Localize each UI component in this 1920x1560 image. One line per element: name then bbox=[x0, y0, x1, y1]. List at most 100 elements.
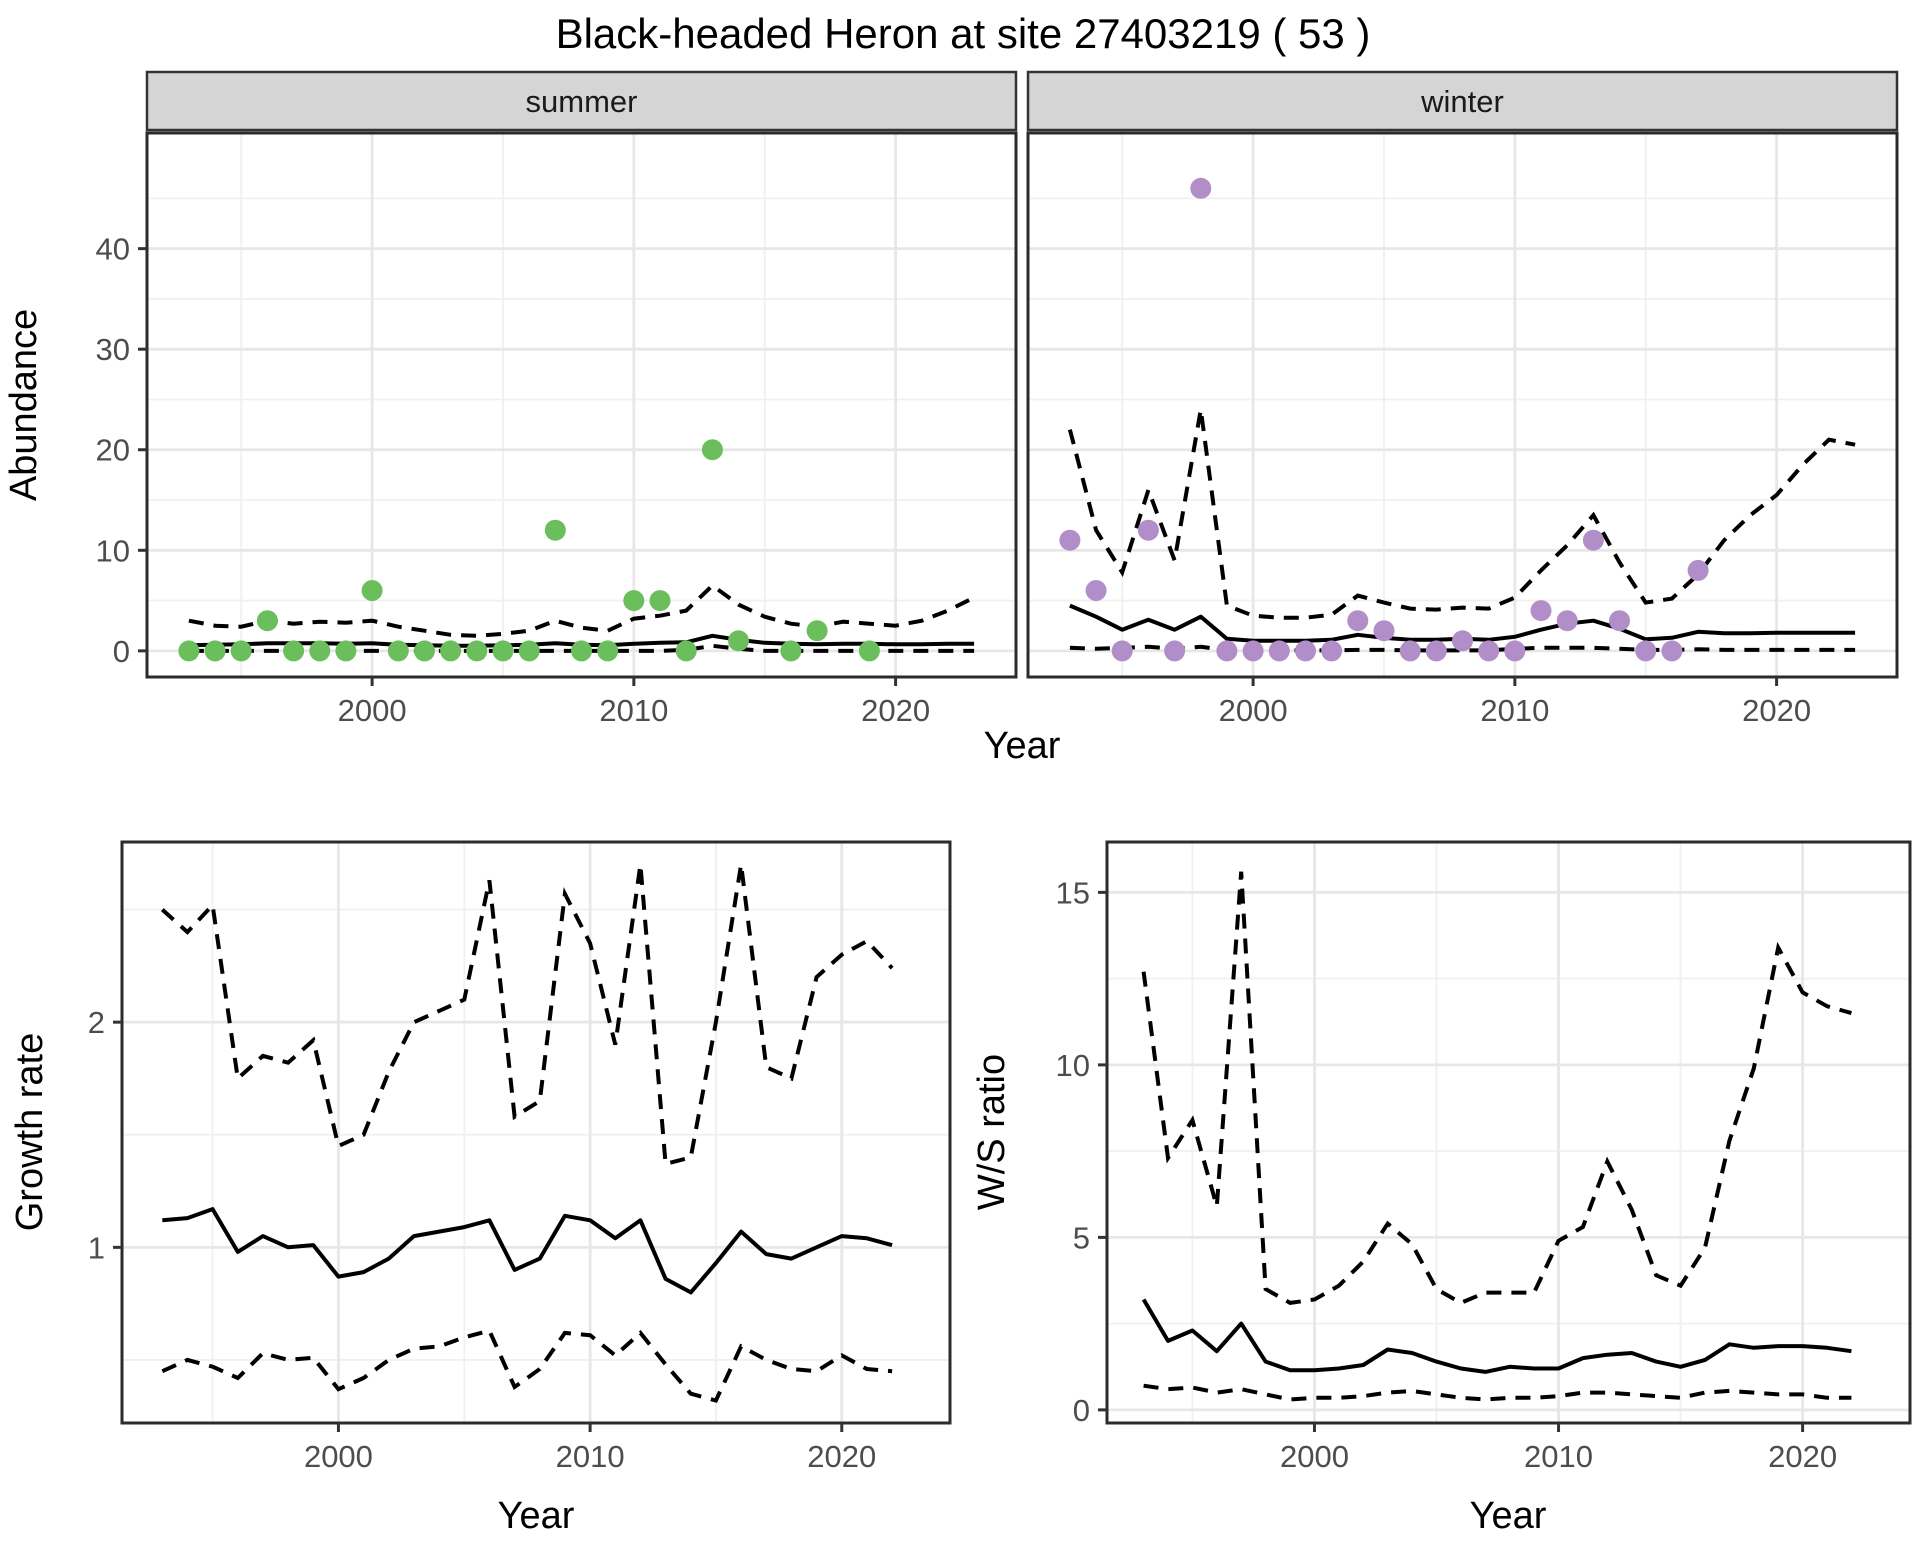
observation-point bbox=[1582, 529, 1604, 551]
x-tick-label: 2020 bbox=[807, 1439, 876, 1474]
ci-lower-line bbox=[1069, 644, 1856, 653]
observation-point bbox=[230, 640, 252, 662]
winter-panel: 2000 2010 2020 winter bbox=[1026, 70, 1899, 728]
panel-background bbox=[122, 842, 950, 1423]
facet-strip-label: winter bbox=[1420, 84, 1504, 119]
observation-point bbox=[1268, 640, 1290, 662]
ci-lower-line bbox=[1143, 1383, 1852, 1402]
observation-point bbox=[1687, 559, 1709, 581]
x-tick-label: 2000 bbox=[1219, 693, 1288, 728]
median-line bbox=[1141, 1298, 1852, 1374]
y-tick-label: 0 bbox=[1073, 1393, 1090, 1428]
observation-point bbox=[440, 640, 462, 662]
observation-point bbox=[597, 640, 619, 662]
observation-point bbox=[1059, 529, 1081, 551]
ws-ratio-axis-title: W/S ratio bbox=[971, 1054, 1013, 1210]
observation-point bbox=[1216, 640, 1238, 662]
observation-point bbox=[492, 640, 514, 662]
ci-upper-line bbox=[188, 582, 975, 638]
ci-upper-line bbox=[1141, 871, 1852, 1306]
observation-point bbox=[1530, 600, 1552, 622]
y-tick-label: 15 bbox=[1056, 875, 1090, 910]
observation-point bbox=[466, 640, 488, 662]
growth-rate-axis-title: Growth rate bbox=[9, 1033, 51, 1232]
observation-point bbox=[1085, 580, 1107, 601]
panel-border bbox=[1026, 131, 1899, 679]
median-line bbox=[162, 1207, 893, 1295]
y-tick-label: 40 bbox=[96, 232, 130, 267]
x-tick-label: 2020 bbox=[1742, 693, 1811, 728]
observation-point bbox=[1504, 640, 1526, 662]
panel-border bbox=[1105, 840, 1912, 1425]
x-tick-label: 2010 bbox=[556, 1439, 625, 1474]
ws-ratio-panel: 2000 2010 2020 0 5 10 15 bbox=[1056, 840, 1912, 1474]
panel-border bbox=[145, 131, 1018, 679]
observation-point bbox=[1164, 640, 1186, 662]
observation-point bbox=[1635, 640, 1657, 662]
y-tick-label: 2 bbox=[88, 1005, 105, 1040]
x-tick-label: 2020 bbox=[1768, 1439, 1837, 1474]
figure-title: Black-headed Heron at site 27403219 ( 53… bbox=[556, 10, 1371, 57]
y-tick-label: 10 bbox=[96, 533, 130, 568]
abundance-axis-title: Abundance bbox=[3, 309, 45, 501]
observation-point bbox=[1242, 640, 1264, 662]
panel-background bbox=[1107, 842, 1910, 1423]
panel-background bbox=[147, 133, 1016, 677]
y-tick-label: 0 bbox=[113, 634, 130, 669]
observation-point bbox=[1373, 620, 1395, 642]
observation-point bbox=[361, 580, 383, 601]
year-axis-title-growth: Year bbox=[498, 1495, 575, 1537]
year-axis-title-ws: Year bbox=[1470, 1495, 1547, 1537]
observation-point bbox=[1661, 640, 1683, 662]
observation-point bbox=[283, 640, 305, 662]
observation-point bbox=[728, 630, 749, 652]
ci-upper-line bbox=[160, 864, 894, 1167]
y-tick-label: 10 bbox=[1056, 1048, 1090, 1083]
y-tick-label: 20 bbox=[96, 433, 130, 468]
panel-background bbox=[1028, 133, 1897, 677]
y-tick-label: 5 bbox=[1073, 1220, 1090, 1255]
observation-point bbox=[571, 640, 592, 662]
observation-point bbox=[335, 640, 357, 662]
y-tick-label: 1 bbox=[88, 1230, 105, 1265]
x-tick-label: 2000 bbox=[304, 1439, 373, 1474]
observation-point bbox=[178, 640, 200, 662]
observation-point bbox=[256, 610, 278, 632]
y-tick-label: 30 bbox=[96, 332, 130, 367]
observation-point bbox=[387, 640, 409, 662]
observation-point bbox=[518, 640, 540, 662]
observation-point bbox=[780, 640, 802, 662]
observation-point bbox=[1452, 630, 1473, 652]
facet-strip-label: summer bbox=[526, 84, 638, 119]
x-tick-label: 2010 bbox=[599, 693, 668, 728]
observation-point bbox=[1478, 640, 1500, 662]
observation-point bbox=[806, 620, 828, 642]
observation-point bbox=[1295, 640, 1316, 662]
observation-point bbox=[701, 439, 723, 461]
observation-point bbox=[858, 640, 880, 662]
year-axis-title-top: Year bbox=[984, 725, 1061, 767]
observation-point bbox=[1111, 640, 1133, 662]
panel-border bbox=[120, 840, 952, 1425]
x-tick-label: 2000 bbox=[1280, 1439, 1349, 1474]
observation-point bbox=[1190, 177, 1212, 199]
x-tick-label: 2000 bbox=[338, 693, 407, 728]
observation-point bbox=[1321, 640, 1343, 662]
observation-point bbox=[1609, 610, 1630, 632]
observation-point bbox=[544, 519, 566, 541]
summer-panel: 2000 2010 2020 0 10 20 30 40 summer bbox=[96, 70, 1018, 728]
observation-point bbox=[1347, 610, 1369, 632]
observation-point bbox=[1137, 519, 1159, 541]
observation-point bbox=[309, 640, 331, 662]
x-tick-label: 2010 bbox=[1480, 693, 1549, 728]
observation-point bbox=[623, 590, 645, 612]
x-tick-label: 2010 bbox=[1524, 1439, 1593, 1474]
observation-point bbox=[204, 640, 226, 662]
observation-point bbox=[649, 590, 671, 612]
observation-point bbox=[675, 640, 697, 662]
ci-lower-line bbox=[161, 1328, 893, 1403]
x-tick-label: 2020 bbox=[861, 693, 930, 728]
observation-point bbox=[1399, 640, 1421, 662]
